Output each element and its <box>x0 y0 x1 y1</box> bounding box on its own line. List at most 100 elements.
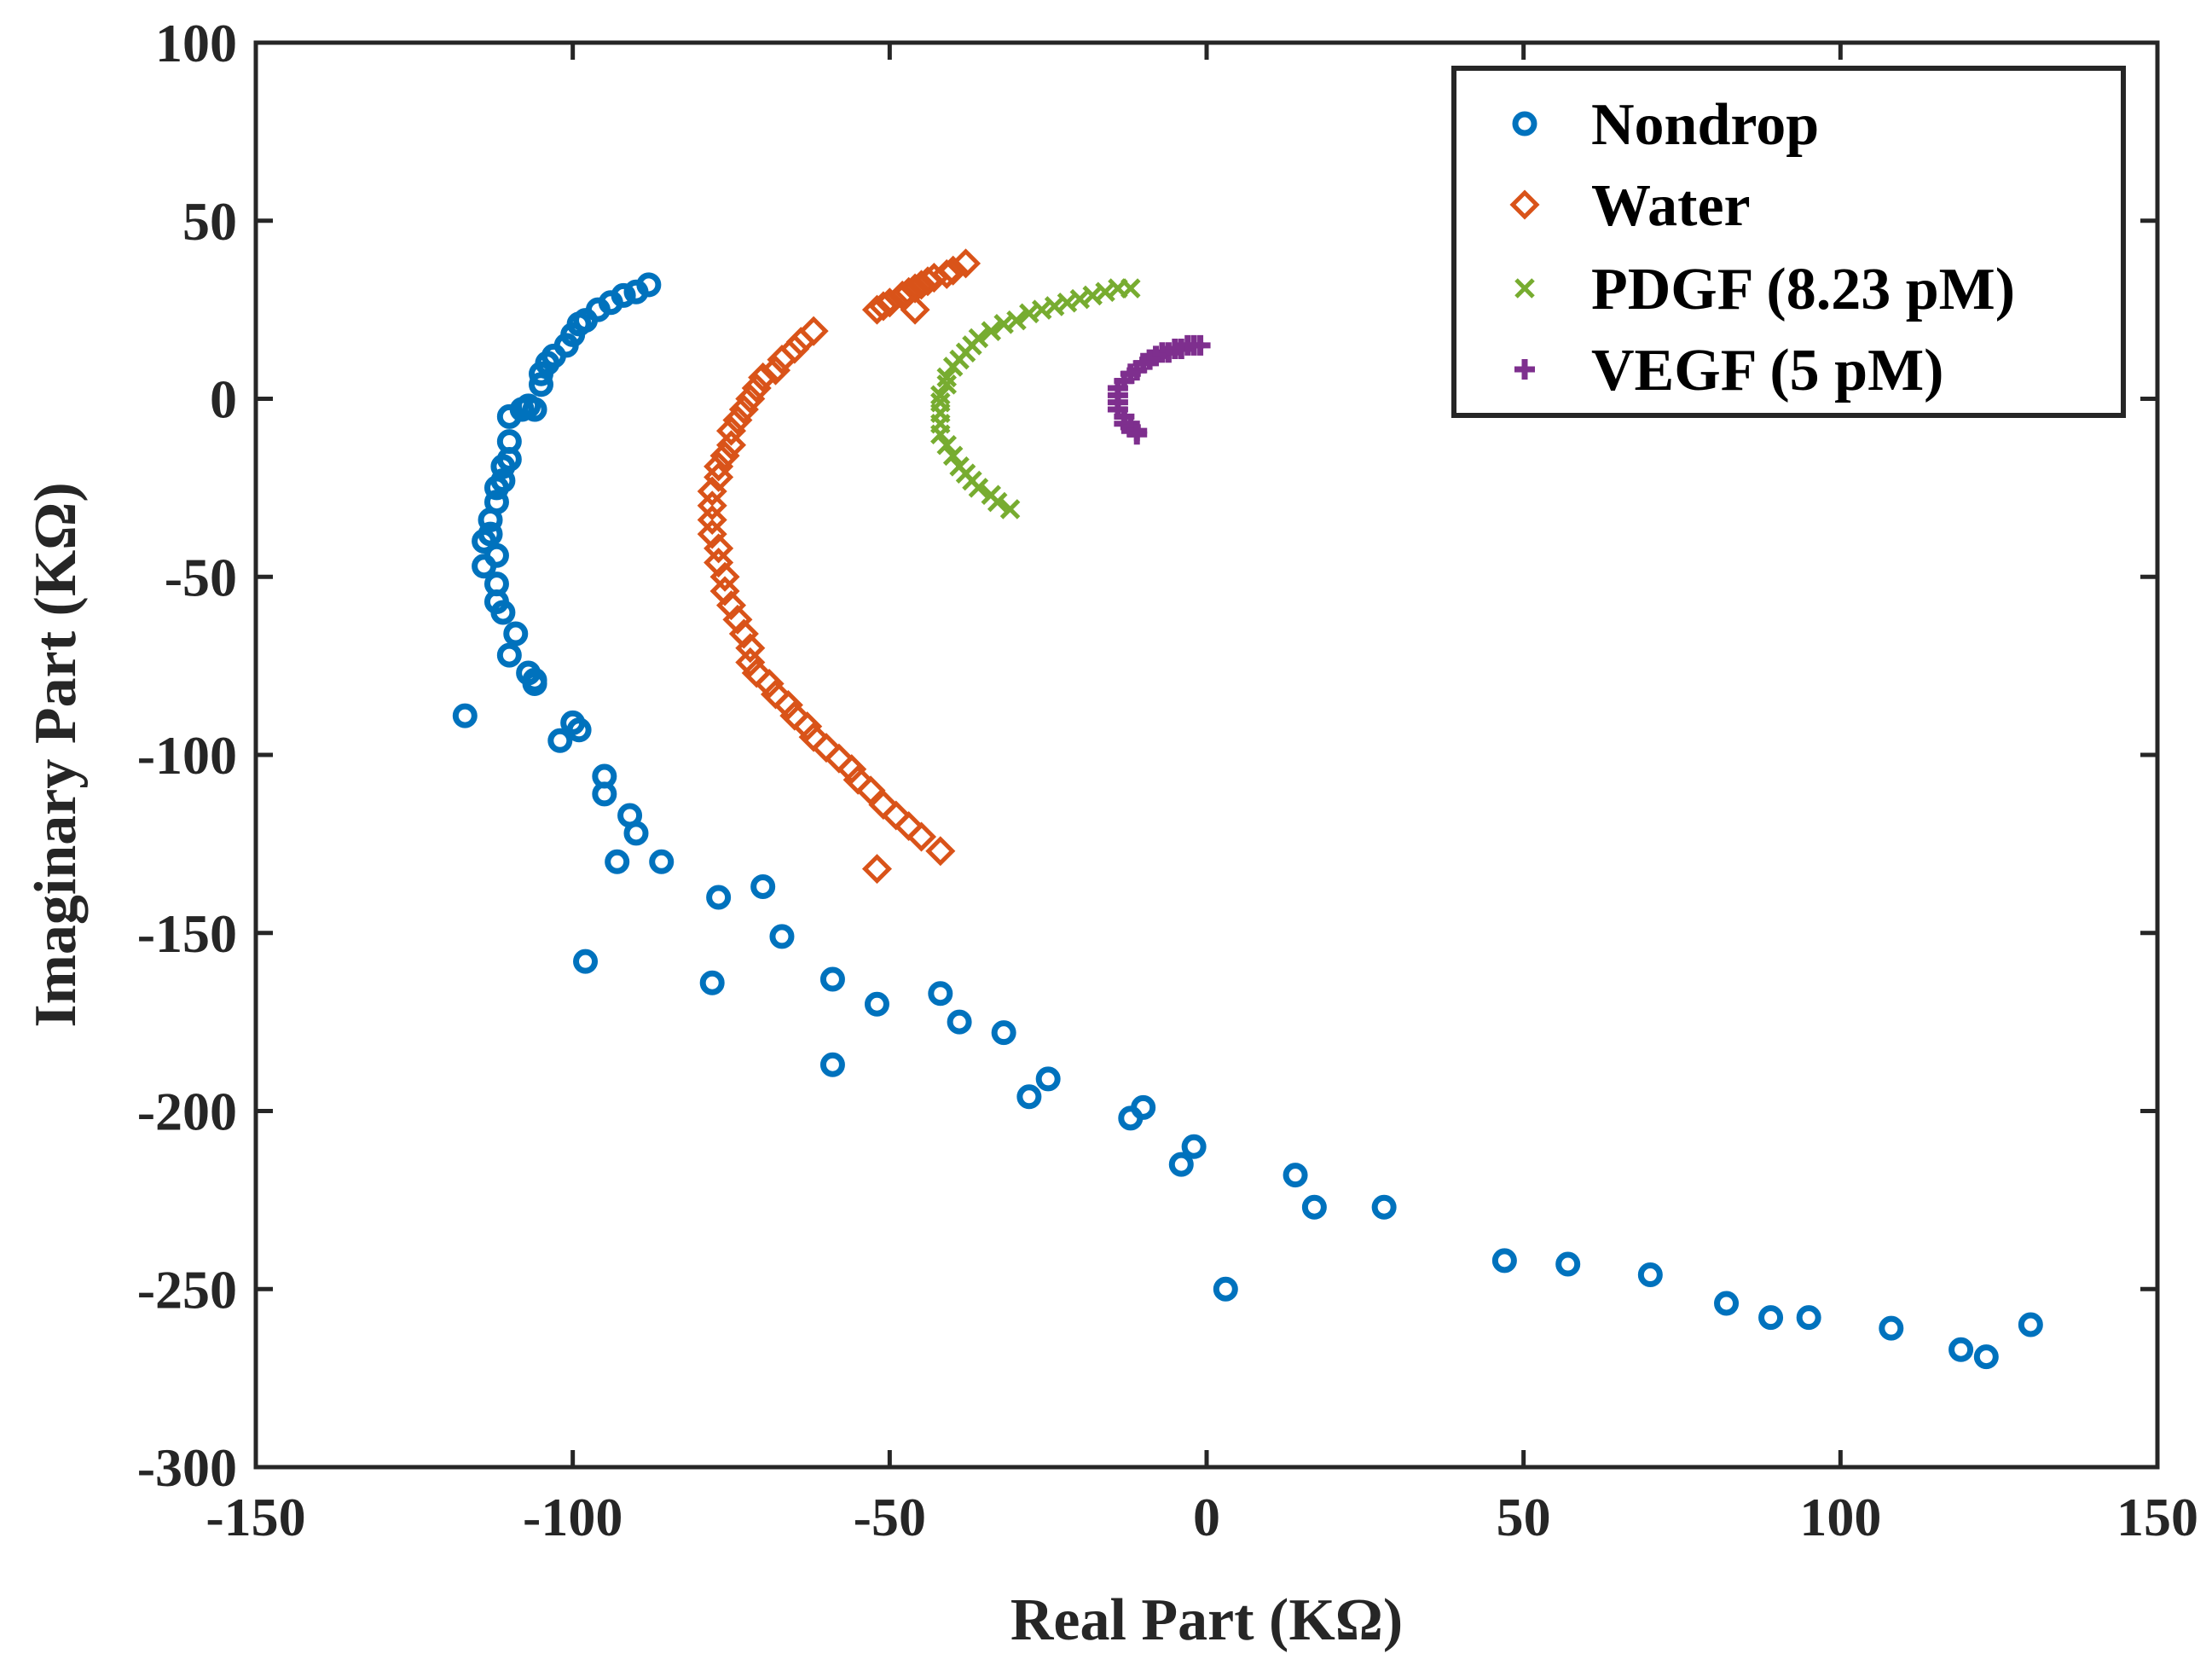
x-tick-label: 100 <box>1799 1487 1881 1547</box>
data-point-nondrop <box>1131 1094 1156 1120</box>
data-point-nondrop <box>605 849 630 874</box>
data-point-water <box>855 775 886 806</box>
y-tick-label: 100 <box>155 13 237 73</box>
data-point-water <box>735 383 766 415</box>
data-point-water <box>722 405 753 436</box>
y-tick-label: -300 <box>137 1437 237 1498</box>
data-point-nondrop <box>699 970 725 995</box>
data-point-pdgf-8-23-pm <box>993 314 1014 334</box>
data-point-water <box>704 533 734 564</box>
data-point-nondrop <box>1371 1194 1397 1220</box>
y-tick-label: -250 <box>137 1259 237 1320</box>
data-point-pdgf-8-23-pm <box>981 321 1002 341</box>
data-point-water <box>748 362 779 392</box>
legend-box <box>1451 66 2126 418</box>
data-point-nondrop <box>623 279 649 305</box>
data-point-nondrop <box>819 966 845 992</box>
data-point-nondrop <box>750 873 776 899</box>
data-point-nondrop <box>1491 1248 1517 1274</box>
data-point-water <box>715 590 747 621</box>
y-tick-label: 0 <box>210 369 237 430</box>
data-point-nondrop <box>991 1020 1016 1046</box>
y-tick-label: -150 <box>137 903 237 964</box>
data-point-pdgf-8-23-pm <box>1019 303 1039 324</box>
data-point-water <box>741 373 772 403</box>
legend: Nondrop Water PDGF (8.23 pM) VEGF (5 pM) <box>1451 66 2126 418</box>
data-point-pdgf-8-23-pm <box>936 435 957 455</box>
data-point-water <box>704 548 734 578</box>
data-point-nondrop <box>472 529 497 554</box>
data-point-water <box>697 504 727 535</box>
data-point-nondrop <box>529 361 553 386</box>
data-point-nondrop <box>1879 1315 1904 1341</box>
series-nondrop <box>452 272 2043 1370</box>
x-tick-label: 50 <box>1497 1487 1551 1547</box>
legend-marker-water <box>1509 189 1540 220</box>
data-point-water <box>704 451 734 482</box>
data-point-water <box>861 854 893 885</box>
data-point-water <box>900 294 930 325</box>
data-point-nondrop <box>1168 1152 1194 1177</box>
data-point-pdgf-8-23-pm <box>942 357 964 377</box>
data-point-water <box>704 461 734 492</box>
data-point-nondrop <box>529 372 553 397</box>
x-tick-label: 150 <box>2116 1487 2198 1547</box>
data-point-water <box>715 430 747 461</box>
data-point-water <box>760 355 791 386</box>
data-point-water <box>728 618 759 649</box>
data-point-nondrop <box>928 981 953 1007</box>
axes: -150 -100 -50 0 50 100 150 -300 -250 -200 -150 -100… <box>137 13 2198 1547</box>
x-tick-label: -150 <box>206 1487 305 1547</box>
data-point-nondrop <box>1213 1276 1238 1302</box>
data-point-nondrop <box>522 671 547 696</box>
data-point-nondrop <box>947 1009 972 1035</box>
legend-marker-vegf-5-pm <box>1514 359 1535 380</box>
data-point-water <box>709 440 740 471</box>
data-point-water <box>697 519 727 549</box>
data-point-nondrop <box>496 642 522 668</box>
data-marks <box>452 248 2043 1370</box>
x-tick-label: 0 <box>1193 1487 1220 1547</box>
x-tick-label: -50 <box>854 1487 926 1547</box>
legend-label-water: Water <box>1591 173 1751 239</box>
data-point-water <box>735 647 766 677</box>
data-point-nondrop <box>452 703 478 728</box>
data-point-nondrop <box>490 600 516 625</box>
data-point-nondrop <box>819 1052 845 1077</box>
data-point-vegf-5-pm <box>1126 424 1148 445</box>
data-point-nondrop <box>769 924 795 949</box>
data-point-water <box>697 476 727 507</box>
data-point-water <box>925 836 956 867</box>
data-point-nondrop <box>649 849 675 874</box>
data-point-pdgf-8-23-pm <box>942 445 964 467</box>
data-point-nondrop <box>706 885 732 910</box>
data-point-water <box>773 690 803 721</box>
data-point-pdgf-8-23-pm <box>999 499 1021 519</box>
data-point-nondrop <box>496 403 522 429</box>
x-axis-title: Real Part (KΩ) <box>1010 1587 1403 1653</box>
y-tick-label: -100 <box>137 725 237 786</box>
data-point-nondrop <box>1949 1337 1974 1362</box>
data-point-nondrop <box>864 991 889 1017</box>
y-axis-title: Imaginary Part (KΩ) <box>23 482 89 1027</box>
data-point-pdgf-8-23-pm <box>936 367 957 388</box>
data-point-nondrop <box>472 554 497 579</box>
series-vegf-5-pm <box>1107 334 1211 445</box>
data-point-water <box>906 821 937 852</box>
series-water <box>697 248 982 885</box>
series-pdgf-8-23-pm <box>930 278 1141 519</box>
data-point-nondrop <box>623 821 649 846</box>
data-point-water <box>887 280 918 310</box>
data-point-nondrop <box>566 717 592 743</box>
data-point-nondrop <box>1796 1305 1821 1331</box>
data-point-water <box>792 711 823 742</box>
data-point-nondrop <box>1637 1262 1663 1288</box>
data-point-water <box>715 415 747 446</box>
data-point-water <box>767 345 797 375</box>
data-point-nondrop <box>1301 1194 1327 1220</box>
data-point-water <box>728 394 759 425</box>
data-point-nondrop <box>484 475 509 501</box>
data-point-nondrop <box>547 728 573 753</box>
